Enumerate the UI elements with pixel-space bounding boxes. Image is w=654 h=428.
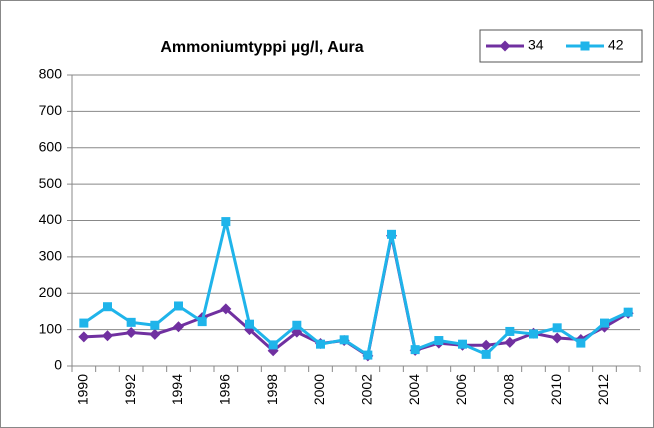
data-point xyxy=(458,339,467,349)
x-tick-label: 2008 xyxy=(501,374,517,405)
data-point xyxy=(339,335,349,345)
y-tick-label: 0 xyxy=(54,357,62,373)
data-point xyxy=(126,317,136,327)
chart-title: Ammoniumtyppi µg/l, Aura xyxy=(160,39,363,56)
data-point xyxy=(505,326,515,336)
data-point xyxy=(125,327,137,339)
data-point xyxy=(623,307,633,317)
data-point xyxy=(292,320,302,330)
legend-marker xyxy=(499,40,511,52)
data-point xyxy=(220,303,232,315)
x-tick-label: 1996 xyxy=(217,374,233,405)
data-point xyxy=(150,320,160,330)
data-point xyxy=(387,229,396,239)
data-point xyxy=(504,336,516,348)
data-point xyxy=(103,302,112,312)
data-point xyxy=(245,319,254,329)
x-tick-label: 1990 xyxy=(75,374,91,405)
x-tick-label: 2010 xyxy=(548,374,564,405)
data-point xyxy=(79,318,89,328)
y-tick-label: 400 xyxy=(39,211,63,227)
y-tick-label: 200 xyxy=(39,284,63,300)
data-point xyxy=(481,349,491,359)
data-point xyxy=(529,329,538,339)
data-point xyxy=(576,338,586,348)
x-tick-label: 2002 xyxy=(359,374,375,405)
data-point xyxy=(149,328,161,340)
data-point xyxy=(268,340,278,350)
data-point xyxy=(174,301,183,311)
x-tick-label: 2004 xyxy=(406,374,422,405)
data-point xyxy=(551,332,563,344)
data-point xyxy=(480,339,492,351)
legend-label: 34 xyxy=(528,37,544,53)
data-point xyxy=(316,339,325,349)
legend-marker xyxy=(580,41,590,51)
data-point xyxy=(173,321,184,333)
x-tick-label: 1994 xyxy=(169,374,185,405)
y-tick-label: 600 xyxy=(39,138,63,154)
x-tick-label: 2000 xyxy=(311,374,327,405)
y-tick-label: 300 xyxy=(39,248,63,264)
data-point xyxy=(434,336,444,346)
data-point xyxy=(78,331,90,343)
x-tick-label: 2006 xyxy=(453,374,469,405)
y-tick-label: 100 xyxy=(39,320,63,336)
data-point xyxy=(410,345,420,355)
x-tick-label: 1992 xyxy=(122,374,138,405)
data-point xyxy=(221,217,231,227)
legend-label: 42 xyxy=(608,37,624,53)
y-tick-label: 500 xyxy=(39,175,63,191)
data-point xyxy=(600,318,609,328)
y-tick-label: 700 xyxy=(39,102,63,118)
data-point xyxy=(102,330,113,342)
x-tick-label: 1998 xyxy=(264,374,280,405)
data-point xyxy=(552,323,562,333)
data-point xyxy=(197,317,207,327)
x-tick-label: 2012 xyxy=(595,374,611,405)
y-tick-label: 800 xyxy=(39,66,63,82)
data-point xyxy=(363,350,373,360)
